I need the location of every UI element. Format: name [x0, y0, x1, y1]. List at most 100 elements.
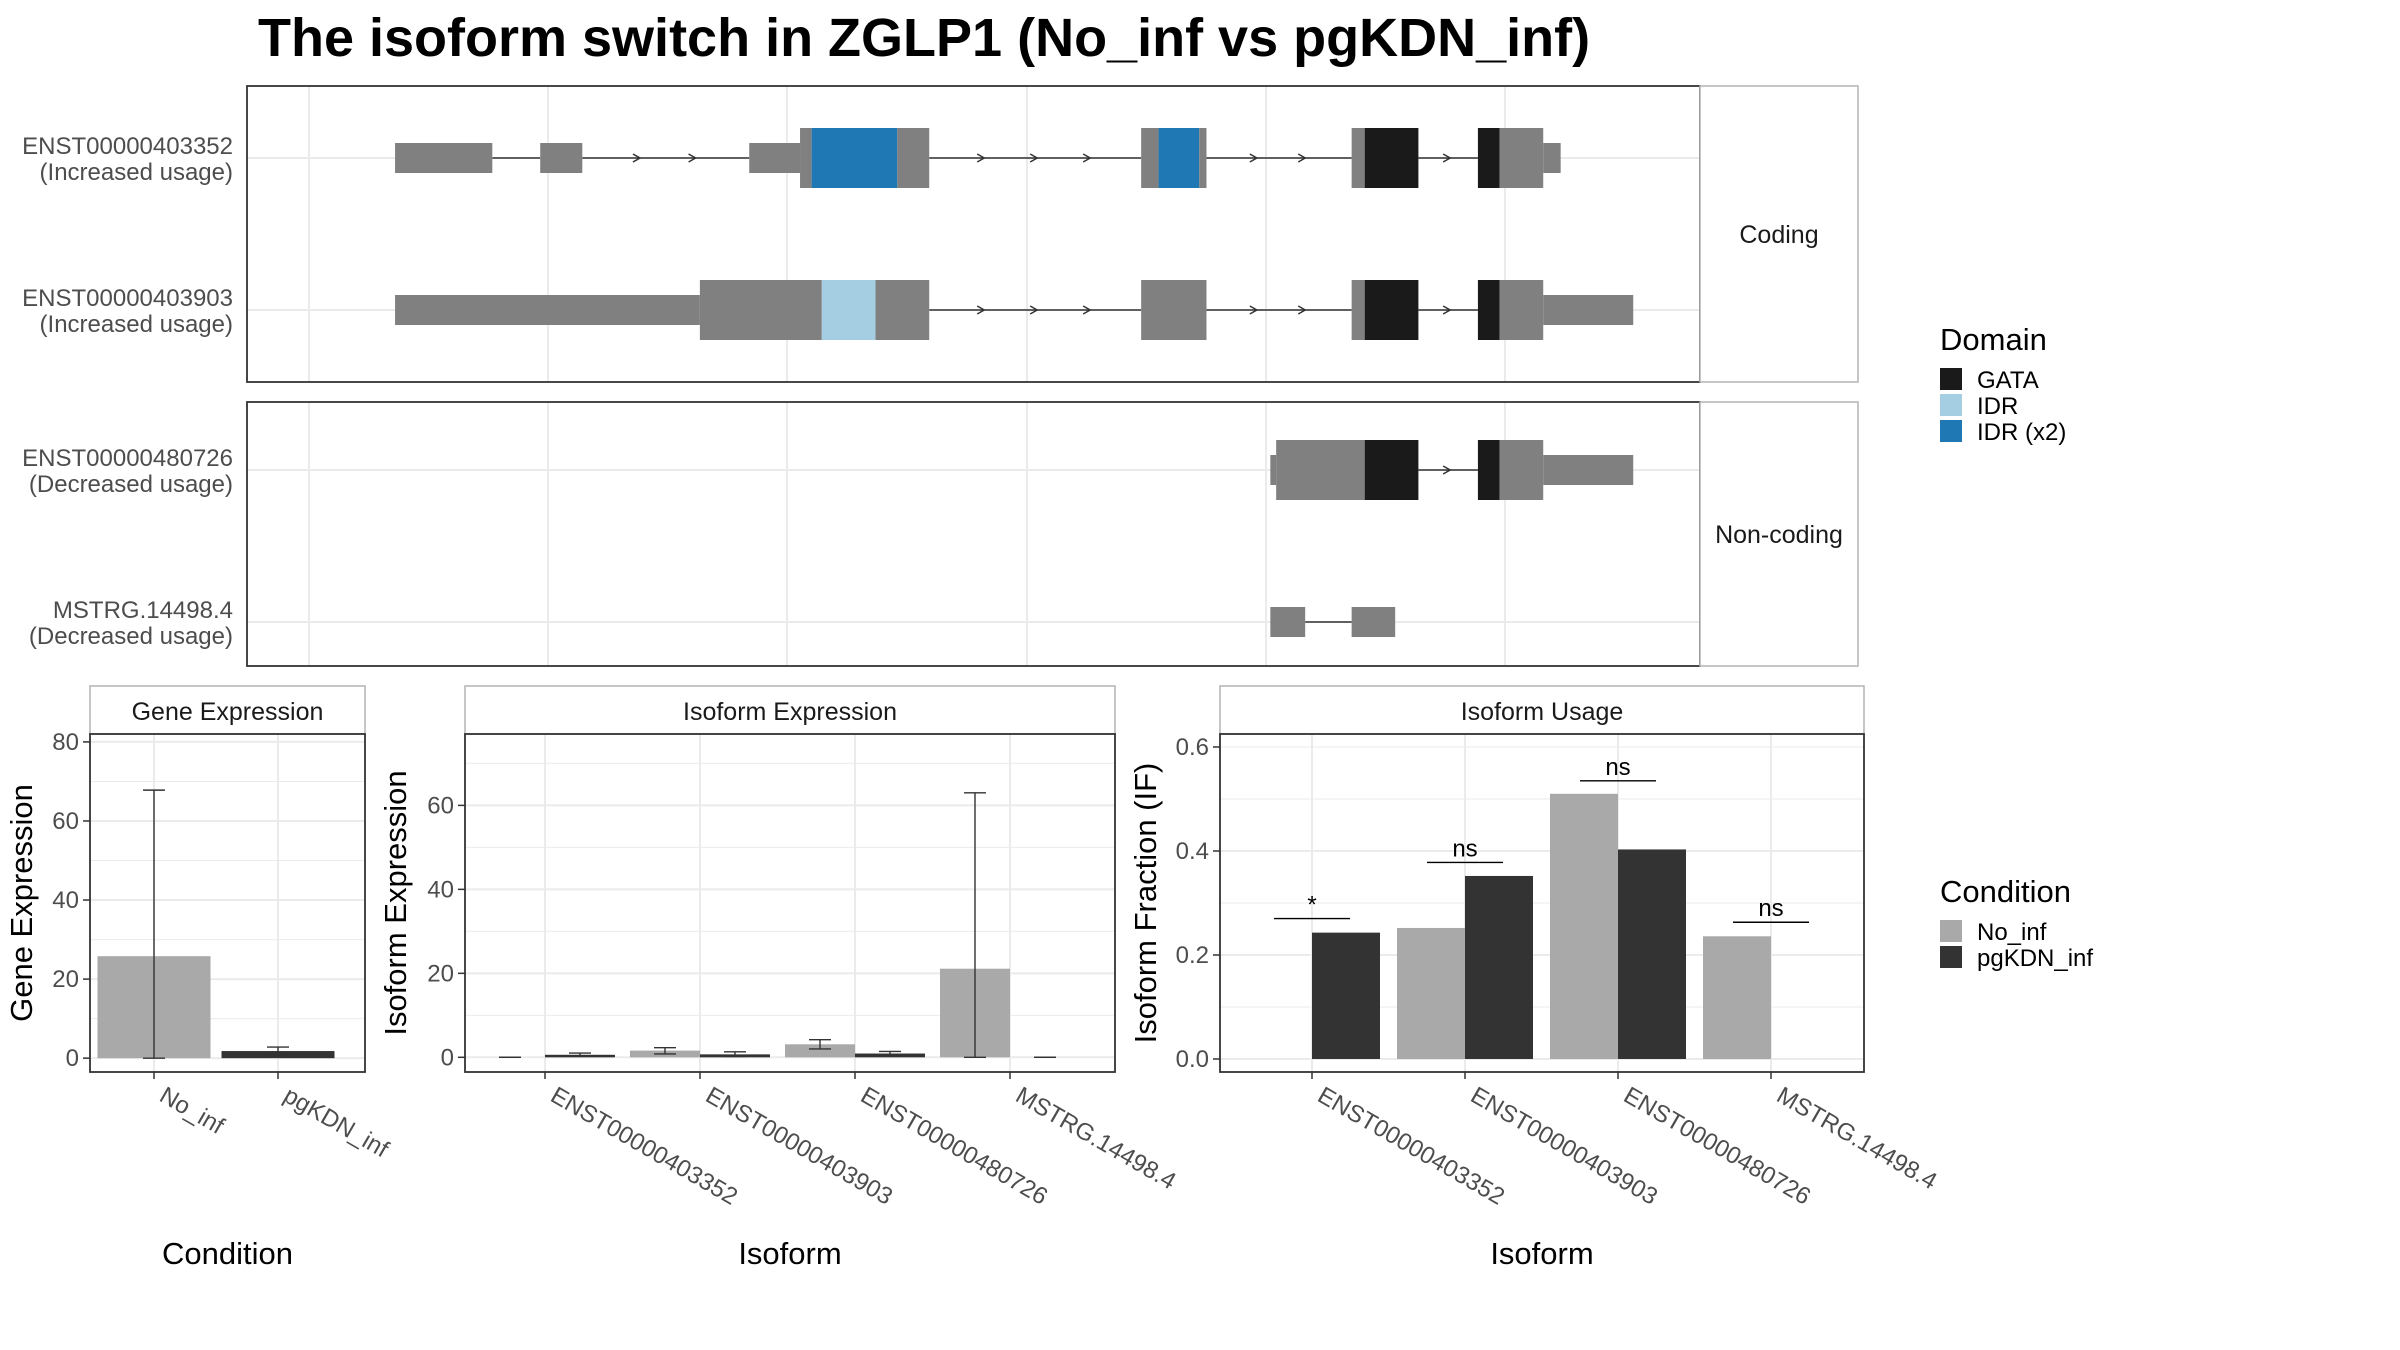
panel-strip: [1219, 685, 1865, 735]
panel-strip-title: Isoform Usage: [1461, 698, 1624, 726]
intron-arrow: [976, 305, 986, 315]
intron-arrow: [1082, 153, 1092, 163]
x-axis-title: Isoform: [1490, 1236, 1593, 1271]
panel-strip-title: Isoform Expression: [683, 698, 897, 726]
y-axis-title: Isoform Expression: [378, 770, 413, 1035]
x-axis-title: Isoform: [738, 1236, 841, 1271]
exon-cds: [1351, 128, 1365, 188]
facet-strip-label: Coding: [1739, 221, 1818, 249]
exon-cds: [1499, 280, 1544, 340]
bar-MSTRG.14498.4-No_inf: [1703, 936, 1771, 1059]
significance-label: ns: [1605, 754, 1630, 781]
transcript-usage-label: (Increased usage): [40, 311, 233, 338]
transcript-ENST00000480726: [1270, 440, 1634, 500]
intron-arrow: [976, 153, 986, 163]
y-tick-label: 40: [427, 876, 454, 903]
exon-cds: [1141, 280, 1207, 340]
facet-strip: [1699, 401, 1859, 667]
x-axis-title: Condition: [162, 1236, 293, 1271]
domain-legend-label: IDR: [1977, 393, 2018, 420]
bar-ENST00000403352-pgKDN_inf: [1312, 932, 1380, 1059]
y-axis-title: Isoform Fraction (IF): [1128, 763, 1163, 1044]
condition-legend-label: No_inf: [1977, 919, 2047, 946]
transcript-id-label: ENST00000403903: [22, 285, 233, 312]
bar-ENST00000480726-No_inf: [785, 1044, 855, 1058]
y-tick-label: 0.2: [1176, 942, 1209, 969]
transcript-ENST00000403352: [395, 128, 1561, 188]
exon-utr: [395, 295, 700, 325]
intron-arrow: [1249, 153, 1259, 163]
intron-arrow: [688, 153, 698, 163]
exon-utr: [1543, 455, 1634, 485]
exon-cds: [1499, 128, 1544, 188]
domain-legend-key: [1940, 394, 1962, 416]
bar-ENST00000403903-pgKDN_inf: [1465, 875, 1533, 1059]
y-tick-label: 60: [52, 808, 79, 835]
y-tick-label: 20: [427, 960, 454, 987]
transcript-usage-label: (Decreased usage): [29, 471, 233, 498]
gene-structure-panel: ENST00000403352(Increased usage)ENST0000…: [22, 85, 1859, 667]
y-axis-title: Gene Expression: [4, 784, 39, 1022]
exon-utr: [1543, 295, 1634, 325]
y-tick-label: 0.6: [1176, 734, 1209, 761]
panel-border: [1219, 733, 1865, 1073]
transcript-id-label: MSTRG.14498.4: [53, 597, 233, 624]
exon-utr: [1543, 143, 1561, 173]
transcript-ENST00000403903: [395, 280, 1634, 340]
domain-gata: [1477, 440, 1500, 500]
bar-ENST00000480726-No_inf: [1550, 793, 1618, 1059]
domain-gata: [1477, 280, 1500, 340]
intron-arrow: [1029, 153, 1039, 163]
exon-cds: [1351, 280, 1365, 340]
domain-idr: [821, 280, 876, 340]
exon-cds: [1276, 440, 1365, 500]
panel-strip: [89, 685, 366, 735]
intron-arrow: [1249, 305, 1259, 315]
domain-legend-label: GATA: [1977, 367, 2039, 394]
condition-legend-label: pgKDN_inf: [1977, 945, 2093, 972]
exon-cds: [875, 280, 930, 340]
y-tick-label: 20: [52, 966, 79, 993]
intron-arrow: [1442, 153, 1452, 163]
intron-arrow: [1297, 305, 1307, 315]
panel-strip-title: Gene Expression: [132, 698, 324, 726]
domain-legend-key: [1940, 420, 1962, 442]
y-tick-label: 80: [52, 729, 79, 756]
panel-border: [89, 733, 366, 1073]
facet-strip-label: Non-coding: [1715, 521, 1843, 549]
facet-strip: [1699, 85, 1859, 383]
intron-arrow: [1082, 305, 1092, 315]
domain-legend-title: Domain: [1940, 322, 2047, 357]
bar-ENST00000403903-No_inf: [1397, 927, 1465, 1059]
exon-utr: [395, 143, 493, 173]
y-tick-label: 40: [52, 887, 79, 914]
condition-legend-title: Condition: [1940, 874, 2071, 909]
figure-title: The isoform switch in ZGLP1 (No_inf vs p…: [258, 8, 1590, 68]
exon-cds: [699, 280, 822, 340]
exon-utr: [540, 143, 583, 173]
exon-cds: [800, 128, 812, 188]
domain-gata: [1477, 128, 1500, 188]
intron-arrow: [1442, 305, 1452, 315]
significance-label: ns: [1758, 895, 1783, 922]
domain-legend-key: [1940, 368, 1962, 390]
y-tick-label: 60: [427, 792, 454, 819]
exon-utr: [1270, 455, 1277, 485]
domain-gata: [1364, 128, 1419, 188]
exon-cds: [1199, 128, 1207, 188]
exon-utr: [1270, 607, 1306, 637]
intron-arrow: [1442, 465, 1452, 475]
domain-legend-label: IDR (x2): [1977, 419, 2066, 446]
transcript-id-label: ENST00000480726: [22, 445, 233, 472]
domain-gata: [1364, 440, 1419, 500]
significance-label: ns: [1452, 835, 1477, 862]
y-tick-label: 0: [441, 1044, 454, 1071]
facet-background: [247, 86, 1700, 382]
exon-cds: [897, 128, 930, 188]
domain-gata: [1364, 280, 1419, 340]
y-tick-label: 0.0: [1176, 1046, 1209, 1073]
condition-legend-key: [1940, 920, 1962, 942]
significance-label: *: [1307, 892, 1316, 919]
